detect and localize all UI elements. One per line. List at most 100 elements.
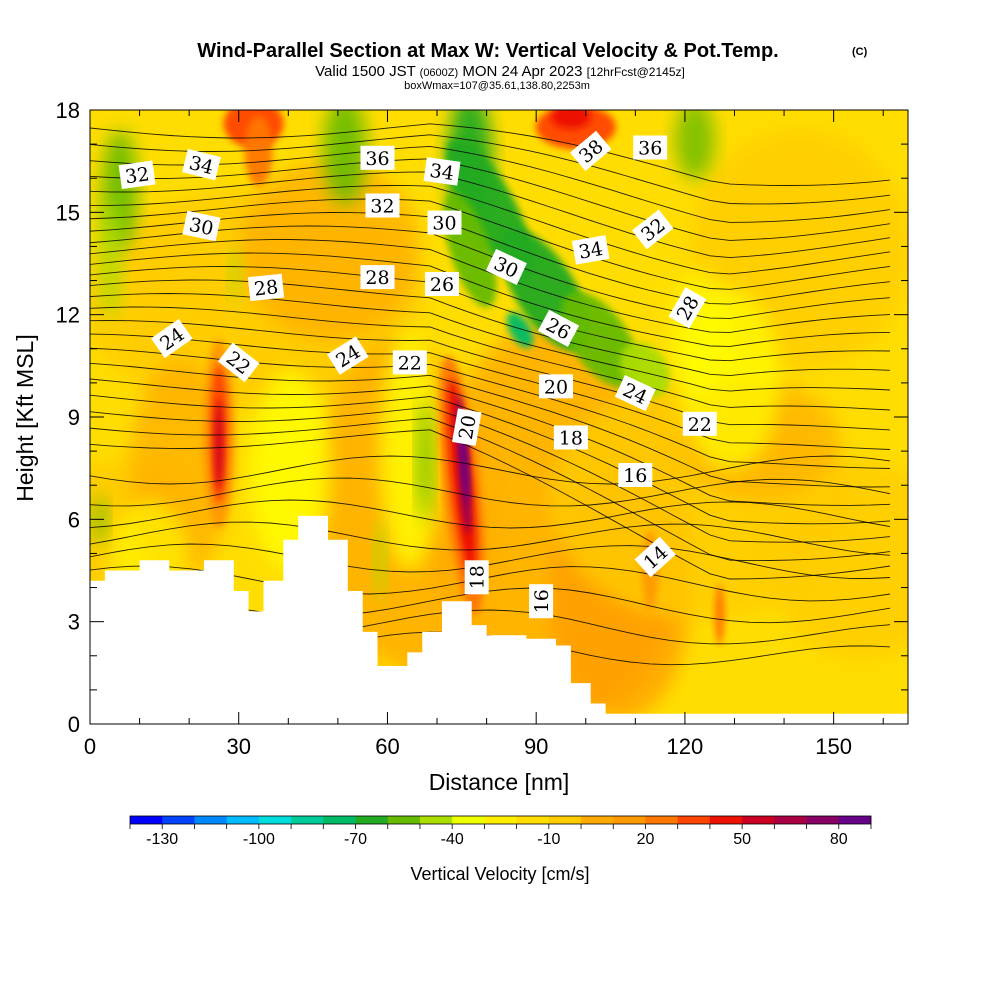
subtitle-utc: (0600Z) bbox=[420, 67, 459, 79]
colorbar-segment bbox=[291, 816, 324, 824]
x-axis-label: Distance [nm] bbox=[429, 769, 570, 795]
contour-label-bg bbox=[150, 318, 193, 359]
contour-label-bg bbox=[427, 210, 462, 235]
contour-label: 30 bbox=[427, 210, 462, 235]
subtitle-valid: Valid 1500 JST bbox=[315, 63, 415, 80]
contour-label-bg bbox=[633, 135, 668, 160]
colorbar-segment bbox=[677, 816, 711, 824]
chart-title-main: Wind-Parallel Section at Max W: Vertical… bbox=[197, 40, 778, 62]
colorbar-segment bbox=[419, 816, 453, 824]
contour-label: 32 bbox=[118, 160, 156, 190]
colorbar-tick-label: -100 bbox=[243, 831, 275, 848]
downdraft-band bbox=[560, 292, 640, 388]
colorbar-frame bbox=[129, 815, 872, 825]
colorbar: -130 -100 -70 -40 -10 20 50 80 bbox=[129, 815, 872, 848]
theta-contour-line bbox=[90, 417, 891, 562]
y-tick-label: 9 bbox=[68, 405, 80, 430]
colorbar-segment bbox=[194, 816, 227, 824]
theta-contour-line bbox=[90, 198, 891, 290]
theta-contour-line bbox=[90, 185, 891, 275]
contour-label: 20 bbox=[452, 408, 482, 447]
downdraft-band bbox=[506, 311, 534, 349]
contour-label-bg bbox=[668, 287, 707, 329]
x-tick-label: 120 bbox=[667, 734, 704, 759]
subtitle-fcst: [12hrFcst@2145z] bbox=[587, 65, 685, 79]
theta-contour-line bbox=[90, 477, 891, 507]
colorbar-segment bbox=[355, 816, 389, 824]
contour-label-bg bbox=[631, 209, 674, 250]
theta-contour-line bbox=[90, 362, 891, 488]
contour-label-bg bbox=[571, 235, 610, 265]
contour-label-bg bbox=[618, 463, 653, 487]
theta-contour-line bbox=[90, 429, 891, 580]
contour-label-text: 18 bbox=[559, 428, 583, 450]
colorbar-tick-label: 50 bbox=[733, 831, 751, 848]
updraft-core bbox=[714, 584, 725, 645]
theta-contour-line bbox=[90, 406, 891, 543]
chart-title-suffix: (C) bbox=[852, 46, 868, 58]
theta-contour-line bbox=[90, 239, 891, 333]
contour-label-text: 36 bbox=[638, 138, 662, 160]
contour-label-text: 34 bbox=[577, 238, 605, 264]
contour-label-bg bbox=[327, 336, 369, 375]
updraft-core bbox=[214, 399, 223, 490]
y-tick-label: 15 bbox=[56, 200, 80, 225]
theta-contour-line bbox=[90, 158, 891, 241]
theta-contour-line bbox=[90, 293, 891, 392]
contour-label-text: 28 bbox=[365, 267, 389, 289]
contour-label-bg bbox=[464, 560, 489, 595]
colorbar-tick-label: -10 bbox=[537, 831, 560, 848]
theta-contour-line bbox=[90, 145, 891, 223]
x-tick-label: 0 bbox=[84, 734, 96, 759]
theta-contour-line bbox=[90, 225, 891, 319]
contour-label-bg bbox=[553, 425, 588, 450]
terrain bbox=[90, 515, 908, 724]
theta-contour-line bbox=[90, 212, 891, 305]
colorbar-segment bbox=[484, 816, 517, 824]
theta-contour-line bbox=[90, 378, 891, 506]
y-tick-label: 0 bbox=[68, 712, 80, 737]
contour-label-bg bbox=[682, 411, 717, 436]
chart-subtitle: Valid 1500 JST (0600Z) MON 24 Apr 2023 [… bbox=[315, 63, 685, 80]
box-note: boxWmax=107@35.61,138.80,2253m bbox=[404, 80, 590, 92]
contour-label-text: 20 bbox=[544, 376, 568, 398]
field-blob bbox=[374, 520, 386, 600]
colorbar-segment bbox=[387, 816, 421, 824]
contour-label-text: 16 bbox=[623, 465, 647, 487]
theta-contour-line bbox=[90, 252, 891, 347]
theta-contour-line bbox=[90, 521, 891, 556]
colorbar-segment bbox=[613, 816, 646, 824]
colorbar-segment bbox=[226, 816, 260, 824]
theta-contour-line bbox=[90, 279, 891, 377]
contour-label: 34 bbox=[423, 157, 461, 186]
colorbar-segment bbox=[130, 816, 163, 824]
y-axis-label: Height [Kft MSL] bbox=[12, 334, 38, 501]
contour-label: 34 bbox=[571, 235, 610, 265]
theta-contour-line bbox=[90, 134, 891, 205]
contour-label-text: 32 bbox=[124, 163, 151, 188]
theta-contour-line bbox=[90, 306, 891, 411]
y-tick-label: 3 bbox=[68, 610, 80, 635]
colorbar-tick-label: -130 bbox=[146, 831, 178, 848]
contour-label-text: 22 bbox=[398, 352, 422, 374]
contour-label-bg bbox=[182, 210, 221, 242]
contour-label-text: 16 bbox=[531, 589, 553, 613]
x-tick-label: 60 bbox=[375, 734, 399, 759]
colorbar-segment bbox=[838, 816, 872, 824]
colorbar-segment bbox=[742, 816, 775, 824]
contour-label-text: 26 bbox=[430, 274, 454, 296]
colorbar-segment bbox=[709, 816, 743, 824]
theta-contour-line bbox=[90, 123, 891, 186]
contour-label: 32 bbox=[365, 193, 400, 218]
colorbar-segment bbox=[774, 816, 807, 824]
theta-contour-line bbox=[90, 333, 891, 450]
contour-label-bg bbox=[365, 193, 400, 218]
colorbar-segment bbox=[323, 816, 356, 824]
contour-label-bg bbox=[360, 265, 395, 290]
contour-label-text: 30 bbox=[432, 213, 456, 235]
y-tick-label: 18 bbox=[56, 98, 80, 123]
contour-label-bg bbox=[537, 309, 580, 347]
